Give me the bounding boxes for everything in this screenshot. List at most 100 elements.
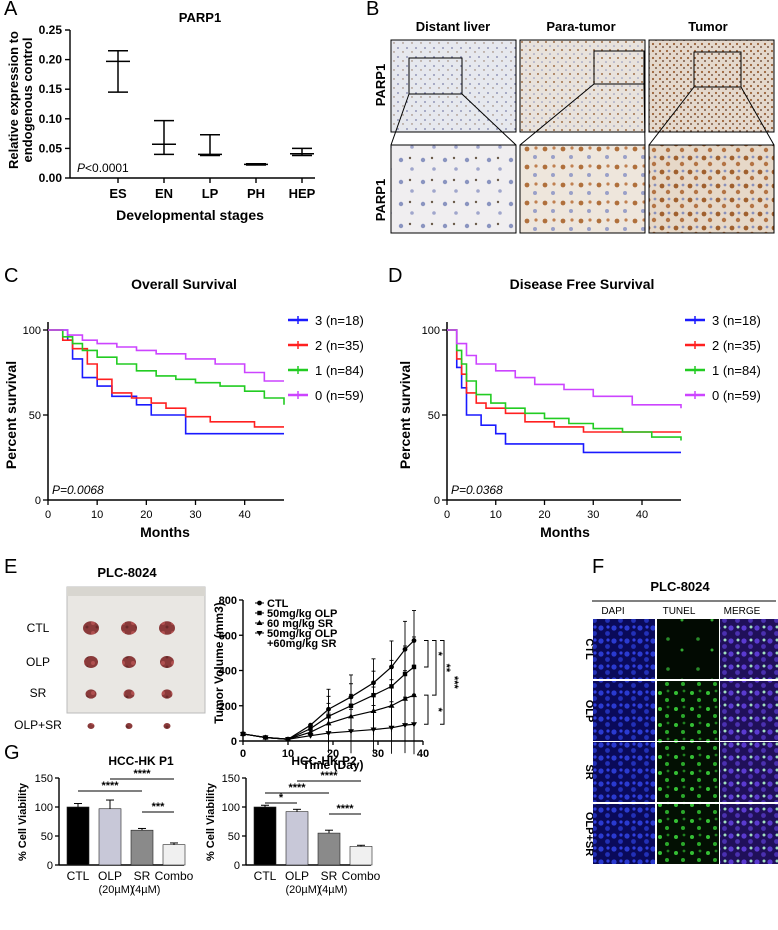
panel-f-image-dapi [593, 619, 655, 679]
tumor-specimen [84, 656, 98, 668]
panel-d-ytick-label: 0 [434, 495, 440, 507]
panel-g2-bar-olp [285, 811, 309, 866]
panel-a-chart: PARP1 Relative expression to endogenous … [6, 10, 316, 223]
panel-c-title: Overall Survival [131, 276, 237, 292]
tumor-specimen [85, 689, 97, 699]
panel-e-sig-bracket [424, 694, 429, 725]
panel-c-xtick-label: 10 [91, 509, 103, 521]
panel-c-ytick-label: 0 [35, 495, 41, 507]
panel-e-sig-bracket [432, 640, 437, 696]
panel-g1-ytick-label: 100 [35, 802, 53, 814]
panel-a-ylabel-line2: endogenous control [20, 38, 35, 163]
panel-f-image-dapi [593, 742, 655, 802]
panel-e-chart: Tumor Volume (mm3) 0 200 400 600 800 0 10 20 30 4… [212, 595, 460, 772]
panel-g1-xtick-label: SR [134, 869, 151, 883]
panel-a-xtick-label: PH [247, 186, 265, 201]
panel-b-col-tumor: Tumor [688, 19, 727, 34]
panel-d-xtick-label: 10 [490, 509, 502, 521]
panel-a-ytick-label: 0.10 [39, 112, 63, 126]
panel-a-errorbar-en [152, 119, 176, 156]
panel-label-c: C [4, 265, 19, 287]
panel-e-ylabel: Tumor Volume (mm3) [212, 602, 226, 724]
panel-c-legend-label: 1 (n=84) [315, 363, 364, 378]
panel-f-image-tunel [657, 619, 719, 679]
panel-g1-chart: HCC-HK P1 % Cell Viability 0 50 100 150 CTL O… [17, 754, 194, 896]
panel-f-image-tunel [657, 681, 719, 741]
panel-c-xtick-label: 0 [45, 509, 51, 521]
panel-d-legend-label: 2 (n=35) [712, 338, 761, 353]
panel-g1-ytick-label: 50 [41, 831, 53, 843]
tumor-specimen [122, 656, 136, 668]
panel-g2-ylabel: % Cell Viability [205, 782, 217, 861]
panel-g1-bar-ctl [66, 806, 90, 866]
panel-g1-bar-combo [162, 844, 186, 866]
panel-f-row-label: SR [583, 764, 595, 779]
panel-d-ytick-label: 100 [422, 325, 440, 337]
panel-e-xtick-label: 40 [417, 748, 429, 760]
tumor-specimen [87, 723, 95, 729]
panel-d-curve-0 [447, 329, 681, 454]
panel-e-ytick-label: 200 [219, 701, 237, 713]
panel-b-inset-distant-liver [408, 57, 463, 95]
panel-d-xlabel: Months [540, 524, 590, 540]
panel-a-errorbar-ph [244, 163, 268, 166]
panel-g1-ytick-label: 0 [47, 860, 53, 872]
panel-c-ylabel: Percent survival [3, 361, 19, 469]
panel-g2-ytick-label: 0 [234, 860, 240, 872]
panel-b-ihc: Distant liver Para-tumor Tumor PARP1 PAR… [373, 19, 775, 234]
panel-g2-sig-label: * [279, 792, 284, 804]
panel-g2-ytick-label: 50 [228, 831, 240, 843]
panel-b-lowmag-distant-liver [390, 39, 517, 133]
panel-e-photo: PLC-8024 CTL OLP SR OLP+SR [14, 565, 206, 732]
panel-g1-ylabel: % Cell Viability [17, 782, 29, 861]
panel-f-row-label: OLP+SR [583, 812, 595, 856]
panel-c-curve-3 [48, 329, 284, 382]
panel-c-xlabel: Months [140, 524, 190, 540]
panel-f-tunel: PLC-8024 DAPI TUNEL MERGE CTL OLP SR OLP+SR [583, 579, 778, 864]
panel-g2-bar-sr [317, 832, 341, 866]
panel-f-row-label: OLP [583, 700, 595, 723]
panel-a-ytick-label: 0.05 [39, 141, 63, 155]
panel-c-curve-2 [48, 329, 285, 405]
panel-d-curve-3 [447, 329, 682, 409]
panel-a-xlabel: Developmental stages [116, 207, 264, 223]
panel-e-ytick-label: 600 [219, 630, 237, 642]
panel-g1-bar-sr [130, 829, 154, 866]
panel-b-highmag-tumor [648, 144, 775, 234]
panel-c-ytick-label: 100 [23, 325, 41, 337]
panel-g2-xtick-label: CTL [254, 869, 277, 883]
panel-e-row-olp: OLP [26, 655, 50, 669]
panel-g1-xtick-label: OLP [98, 869, 122, 883]
panel-g1-xtick-label: CTL [67, 869, 90, 883]
panel-g1-sub-label: (20µM) [98, 884, 133, 896]
panel-a-errorbar-es [106, 49, 130, 93]
panel-g1-ytick-label: 150 [35, 773, 53, 785]
panel-e-photo-board [66, 586, 206, 714]
panel-a-pvalue: P<0.0001 [77, 161, 129, 175]
panel-b-inset-tumor [693, 51, 742, 88]
panel-e-row-olp-sr: OLP+SR [14, 718, 62, 732]
panel-e-legend-label: 60 mg/kg SR [267, 618, 333, 630]
panel-g1-sig-label: **** [133, 768, 151, 780]
panel-c-xtick-label: 30 [189, 509, 201, 521]
panel-a-xtick-label: LP [202, 186, 219, 201]
panel-e-legend-label: 50mg/kg OLP [267, 628, 337, 640]
panel-g2-xtick-label: OLP [285, 869, 309, 883]
panel-g2-bar-ctl [253, 806, 277, 866]
panel-d-xtick-label: 40 [636, 509, 648, 521]
panel-c-legend-label: 2 (n=35) [315, 338, 364, 353]
panel-g2-xtick-label: SR [321, 869, 338, 883]
panel-d-curve-1 [447, 329, 681, 433]
panel-g2-title: HCC-HK P2 [291, 754, 357, 768]
panel-f-image-tunel [657, 742, 719, 802]
panel-f-col-dapi: DAPI [601, 606, 624, 617]
panel-label-f: F [592, 556, 605, 578]
panel-g1-sig-label: *** [152, 801, 166, 813]
panel-b-row1-label: PARP1 [373, 64, 388, 106]
panel-d-xtick-label: 0 [444, 509, 450, 521]
panel-b-highmag-para-tumor [519, 144, 646, 234]
panel-b-lowmag-para-tumor [519, 39, 646, 133]
panel-b-col-para-tumor: Para-tumor [546, 19, 615, 34]
panel-label-a: A [4, 0, 18, 20]
